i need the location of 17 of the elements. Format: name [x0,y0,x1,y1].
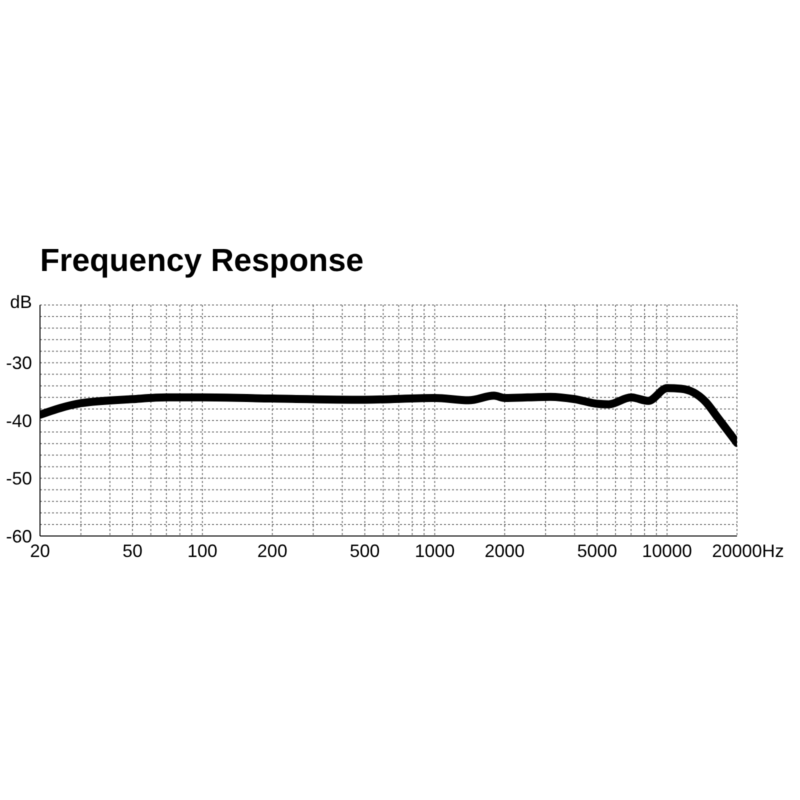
x-tick-label: 50 [122,540,142,561]
x-tick-label: 20 [30,540,50,561]
y-tick-label: -50 [6,468,32,489]
y-tick-label: -40 [6,410,32,431]
y-tick-label: -30 [6,353,32,374]
x-tick-label: 1000 [414,540,455,561]
x-axis-title: Hz [762,541,784,562]
y-axis-title: dB [10,292,32,313]
x-tick-label: 5000 [577,540,618,561]
x-tick-label: 500 [350,540,380,561]
x-tick-label: 20000 [712,540,762,561]
x-tick-label: 100 [187,540,218,561]
y-tick-label: -60 [6,526,32,546]
x-tick-label: 10000 [642,540,692,561]
x-tick-label: 2000 [484,540,525,561]
chart-title: Frequency Response [40,242,364,279]
x-tick-label: 200 [257,540,288,561]
